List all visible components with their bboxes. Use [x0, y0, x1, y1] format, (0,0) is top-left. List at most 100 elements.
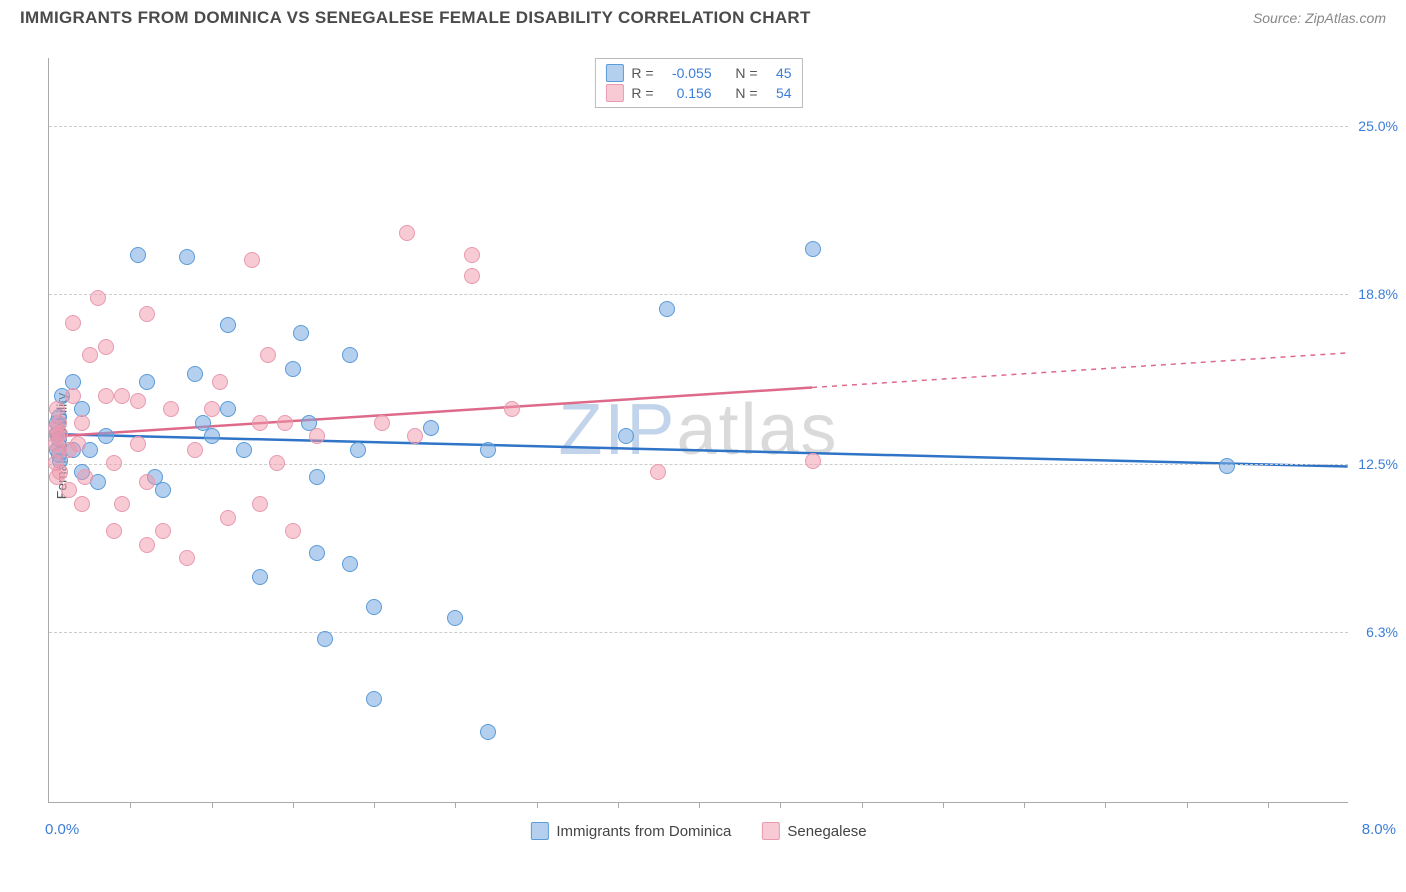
- data-point: [130, 393, 146, 409]
- data-point: [480, 442, 496, 458]
- x-tick: [1105, 802, 1106, 808]
- data-point: [236, 442, 252, 458]
- data-point: [204, 401, 220, 417]
- y-tick-label: 25.0%: [1353, 118, 1398, 134]
- data-point: [179, 550, 195, 566]
- data-point: [74, 496, 90, 512]
- data-point: [139, 474, 155, 490]
- data-point: [98, 339, 114, 355]
- gridline: [49, 464, 1348, 465]
- data-point: [114, 496, 130, 512]
- data-point: [139, 374, 155, 390]
- y-tick-label: 12.5%: [1353, 456, 1398, 472]
- data-point: [374, 415, 390, 431]
- data-point: [130, 247, 146, 263]
- data-point: [447, 610, 463, 626]
- x-tick: [374, 802, 375, 808]
- legend-swatch: [761, 822, 779, 840]
- legend-swatch: [605, 64, 623, 82]
- data-point: [342, 347, 358, 363]
- x-tick: [699, 802, 700, 808]
- data-point: [260, 347, 276, 363]
- data-point: [155, 523, 171, 539]
- data-point: [277, 415, 293, 431]
- legend-swatch: [605, 84, 623, 102]
- data-point: [204, 428, 220, 444]
- legend-row: R =0.156 N =54: [605, 83, 791, 103]
- data-point: [70, 436, 86, 452]
- x-tick: [130, 802, 131, 808]
- data-point: [504, 401, 520, 417]
- data-point: [98, 388, 114, 404]
- legend-swatch: [530, 822, 548, 840]
- data-point: [52, 464, 68, 480]
- data-point: [61, 482, 77, 498]
- data-point: [464, 268, 480, 284]
- data-point: [220, 510, 236, 526]
- data-point: [244, 252, 260, 268]
- x-tick: [455, 802, 456, 808]
- chart-title: IMMIGRANTS FROM DOMINICA VS SENEGALESE F…: [20, 8, 811, 28]
- series-legend-item: Immigrants from Dominica: [530, 822, 731, 840]
- x-tick: [618, 802, 619, 808]
- x-tick: [780, 802, 781, 808]
- x-tick: [862, 802, 863, 808]
- regression-lines: [49, 58, 1348, 802]
- legend-row: R =-0.055 N =45: [605, 63, 791, 83]
- data-point: [139, 537, 155, 553]
- data-point: [309, 545, 325, 561]
- data-point: [366, 691, 382, 707]
- x-tick: [943, 802, 944, 808]
- x-tick: [212, 802, 213, 808]
- data-point: [252, 415, 268, 431]
- y-tick-label: 6.3%: [1353, 624, 1398, 640]
- data-point: [139, 306, 155, 322]
- data-point: [155, 482, 171, 498]
- source-label: Source: ZipAtlas.com: [1253, 10, 1386, 26]
- data-point: [106, 523, 122, 539]
- data-point: [74, 415, 90, 431]
- data-point: [423, 420, 439, 436]
- data-point: [77, 469, 93, 485]
- data-point: [220, 401, 236, 417]
- correlation-legend: R =-0.055 N =45R =0.156 N =54: [594, 58, 802, 108]
- data-point: [269, 455, 285, 471]
- watermark: ZIPatlas: [558, 389, 838, 471]
- data-point: [350, 442, 366, 458]
- x-tick: [1187, 802, 1188, 808]
- gridline: [49, 126, 1348, 127]
- data-point: [187, 442, 203, 458]
- data-point: [65, 315, 81, 331]
- series-legend-label: Immigrants from Dominica: [556, 823, 731, 840]
- data-point: [285, 361, 301, 377]
- data-point: [130, 436, 146, 452]
- data-point: [650, 464, 666, 480]
- x-tick: [293, 802, 294, 808]
- data-point: [366, 599, 382, 615]
- x-axis-max-label: 8.0%: [1362, 821, 1396, 838]
- data-point: [212, 374, 228, 390]
- data-point: [52, 426, 68, 442]
- data-point: [220, 317, 236, 333]
- data-point: [480, 724, 496, 740]
- x-tick: [537, 802, 538, 808]
- data-point: [317, 631, 333, 647]
- gridline: [49, 294, 1348, 295]
- data-point: [805, 241, 821, 257]
- data-point: [293, 325, 309, 341]
- data-point: [187, 366, 203, 382]
- data-point: [399, 225, 415, 241]
- data-point: [114, 388, 130, 404]
- data-point: [82, 347, 98, 363]
- data-point: [252, 569, 268, 585]
- series-legend: Immigrants from Dominica Senegalese: [530, 822, 866, 840]
- source-link[interactable]: ZipAtlas.com: [1305, 10, 1386, 26]
- data-point: [65, 388, 81, 404]
- chart-plot-area: ZIPatlas R =-0.055 N =45R =0.156 N =54 0…: [48, 58, 1348, 803]
- data-point: [163, 401, 179, 417]
- x-tick: [1024, 802, 1025, 808]
- x-tick: [1268, 802, 1269, 808]
- data-point: [252, 496, 268, 512]
- series-legend-item: Senegalese: [761, 822, 866, 840]
- series-legend-label: Senegalese: [787, 823, 866, 840]
